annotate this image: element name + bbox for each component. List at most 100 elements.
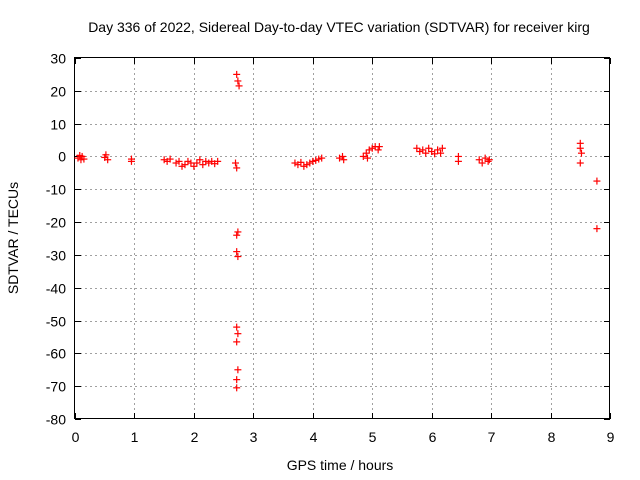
- x-tick-label: 7: [488, 429, 496, 445]
- data-point: [303, 161, 311, 169]
- x-tick-label: 6: [429, 429, 437, 445]
- data-point: [422, 149, 430, 157]
- data-point: [438, 144, 446, 152]
- data-point: [434, 146, 442, 154]
- data-point: [104, 156, 112, 164]
- data-point: [437, 149, 445, 157]
- data-point: [234, 228, 242, 236]
- data-point: [234, 77, 242, 85]
- data-point: [234, 330, 242, 338]
- data-point: [485, 156, 493, 164]
- data-point: [187, 159, 195, 167]
- plot-frame: [74, 57, 610, 419]
- data-point: [481, 154, 489, 162]
- data-point: [202, 157, 210, 165]
- y-tick-label: -20: [46, 215, 66, 231]
- x-tick-label: 3: [250, 429, 258, 445]
- y-axis: 30 20 10 0 -10 -20 -30 -40 -50 -60 -70 -80: [46, 51, 66, 428]
- data-point: [577, 149, 585, 157]
- data-point: [160, 156, 168, 164]
- axis-ticks: [75, 58, 611, 420]
- data-point: [184, 157, 192, 165]
- data-point: [365, 146, 373, 154]
- data-point: [172, 159, 180, 167]
- data-point: [233, 338, 241, 346]
- x-tick-label: 2: [191, 429, 199, 445]
- data-point: [297, 158, 305, 166]
- x-axis: 0 1 2 3 4 5 6 7 8 9: [72, 429, 615, 445]
- data-point: [193, 159, 201, 167]
- data-point: [306, 159, 314, 167]
- data-point: [233, 323, 241, 331]
- data-point: [127, 157, 135, 165]
- data-point: [312, 156, 320, 164]
- data-point: [425, 144, 433, 152]
- data-point: [291, 159, 299, 167]
- y-tick-label: -70: [46, 379, 66, 395]
- data-point: [199, 161, 207, 169]
- data-point: [300, 162, 308, 170]
- data-point: [336, 154, 344, 162]
- data-point: [454, 157, 462, 165]
- y-tick-label: 20: [50, 84, 66, 100]
- data-point: [235, 82, 243, 90]
- data-point: [181, 161, 189, 169]
- data-point: [196, 156, 204, 164]
- data-point: [190, 162, 198, 170]
- data-point: [234, 366, 242, 374]
- data-point: [175, 157, 183, 165]
- y-tick-label: -50: [46, 314, 66, 330]
- grid: [75, 58, 610, 419]
- data-point: [374, 146, 382, 154]
- y-tick-label: 0: [58, 149, 66, 165]
- x-tick-label: 8: [548, 429, 556, 445]
- data-point: [178, 162, 186, 170]
- x-tick-label: 9: [607, 429, 615, 445]
- data-point: [362, 149, 370, 157]
- data-point: [232, 159, 239, 167]
- data-point: [416, 148, 424, 156]
- data-point: [233, 164, 241, 172]
- data-point: [413, 144, 421, 152]
- data-point: [576, 159, 584, 167]
- data-point: [102, 151, 110, 159]
- y-tick-label: 30: [50, 51, 66, 67]
- data-point: [309, 157, 317, 165]
- data-point: [315, 155, 323, 163]
- data-point: [593, 225, 601, 233]
- data-point: [214, 157, 222, 165]
- data-point: [368, 144, 376, 152]
- data-point: [339, 152, 346, 160]
- data-point: [234, 253, 242, 261]
- data-point: [233, 384, 241, 392]
- data-point: [80, 155, 88, 163]
- data-point: [233, 248, 241, 256]
- data-point: [475, 156, 483, 164]
- data-point: [205, 159, 213, 167]
- data-point: [576, 144, 584, 152]
- data-point: [340, 156, 348, 164]
- chart-title: Day 336 of 2022, Sidereal Day-to-day VTE…: [88, 19, 590, 35]
- data-point: [233, 376, 241, 384]
- y-tick-label: -80: [46, 412, 66, 428]
- data-point: [233, 231, 241, 239]
- data-point: [233, 70, 241, 78]
- y-tick-label: -60: [46, 346, 66, 362]
- x-axis-label: GPS time / hours: [287, 457, 394, 473]
- data-point: [593, 177, 601, 185]
- x-tick-label: 0: [72, 429, 80, 445]
- data-point: [363, 154, 371, 162]
- data-point: [77, 156, 85, 164]
- y-tick-label: -30: [46, 248, 66, 264]
- data-point: [318, 154, 326, 162]
- y-tick-label: 10: [50, 117, 66, 133]
- data-point: [419, 146, 427, 154]
- data-point: [431, 150, 439, 158]
- data-point: [375, 143, 383, 151]
- y-axis-label: SDTVAR / TECUs: [5, 182, 21, 294]
- x-tick-label: 1: [131, 429, 139, 445]
- x-tick-label: 4: [310, 429, 318, 445]
- data-point: [484, 157, 492, 165]
- x-tick-label: 5: [369, 429, 377, 445]
